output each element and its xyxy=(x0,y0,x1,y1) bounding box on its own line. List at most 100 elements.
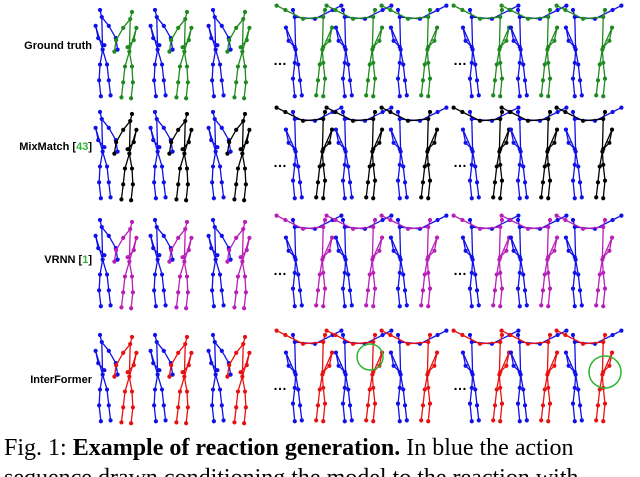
skeleton-bone xyxy=(524,405,528,421)
skeleton-joint xyxy=(463,38,468,43)
skeleton-joint xyxy=(180,255,185,260)
skeleton-joint xyxy=(157,145,162,150)
skeleton-bone xyxy=(106,389,110,406)
skeleton-joint xyxy=(435,109,440,115)
skeleton-joint xyxy=(317,387,322,392)
skeleton-joint xyxy=(546,116,551,122)
skeleton-joint xyxy=(342,162,347,167)
skeleton-joint xyxy=(321,419,326,424)
skeleton-bone xyxy=(407,16,429,20)
skeleton-joint xyxy=(177,166,183,171)
skeleton-joint xyxy=(290,286,296,291)
skeleton-joint xyxy=(234,182,239,187)
skeleton-bone xyxy=(183,261,188,277)
skeleton-joint xyxy=(379,105,384,110)
skeleton-bone xyxy=(404,80,408,96)
skeleton-joint xyxy=(131,248,136,253)
skeleton-joint xyxy=(469,94,474,99)
skeleton-joint xyxy=(157,368,162,373)
skeleton-joint xyxy=(477,118,483,123)
skeleton-joint xyxy=(469,14,474,20)
skeleton-joint xyxy=(521,164,526,169)
skeleton-joint xyxy=(555,217,560,223)
skeleton-joint xyxy=(426,385,431,390)
skeleton-bone xyxy=(156,227,159,260)
skeleton-joint xyxy=(570,7,576,13)
skeleton-joint xyxy=(427,332,433,338)
skeleton-bone xyxy=(108,350,117,364)
skeleton-joint xyxy=(517,254,522,260)
skeleton-joint xyxy=(474,403,480,408)
skeleton-bone xyxy=(108,235,117,249)
skeleton-joint xyxy=(444,328,449,333)
skeleton-joint xyxy=(572,254,577,260)
skeleton-bone xyxy=(154,259,159,275)
skeleton-joint xyxy=(211,196,216,201)
skeleton-bone xyxy=(177,66,181,83)
skeleton-bone xyxy=(471,342,474,375)
skeleton-joint xyxy=(292,339,297,345)
skeleton-joint xyxy=(321,94,326,99)
skeleton-bone xyxy=(211,405,215,422)
skeleton-bone xyxy=(214,17,217,50)
skeleton-bone xyxy=(335,352,340,366)
skeleton-joint xyxy=(219,348,224,353)
skeleton-joint xyxy=(377,248,382,253)
skeleton-joint xyxy=(498,146,503,152)
skeleton-joint xyxy=(317,164,322,169)
ellipsis-mark: … xyxy=(453,377,467,393)
skeleton-joint xyxy=(151,138,156,143)
skeleton-joint xyxy=(221,93,226,98)
skeleton-bone xyxy=(479,341,501,345)
skeleton-joint xyxy=(601,94,606,99)
skeleton-joint xyxy=(405,226,411,231)
skeleton-bone xyxy=(221,182,225,198)
skeleton-bone xyxy=(244,66,247,83)
skeleton-bone xyxy=(177,168,181,185)
skeleton-joint xyxy=(601,44,606,50)
skeleton-joint xyxy=(112,151,117,156)
skeleton-bone xyxy=(542,274,546,291)
skeleton-joint xyxy=(391,363,396,368)
skeleton-joint xyxy=(167,259,172,264)
skeleton-bone xyxy=(186,276,189,293)
skeleton-joint xyxy=(426,419,431,424)
skeleton-joint xyxy=(213,47,218,52)
skeleton-joint xyxy=(554,328,559,333)
skeleton-joint xyxy=(297,403,303,408)
skeleton-joint xyxy=(321,44,326,50)
skeleton-bone xyxy=(233,184,237,200)
skeleton-bone xyxy=(597,166,601,183)
skeleton-joint xyxy=(350,118,356,123)
skeleton-bone xyxy=(302,16,324,20)
skeleton-joint xyxy=(504,140,509,145)
skeleton-joint xyxy=(371,44,376,50)
skeleton-bone xyxy=(399,227,402,260)
skeleton-joint xyxy=(321,146,326,152)
skeleton-joint xyxy=(321,162,326,167)
skeleton-joint xyxy=(127,49,132,54)
skeleton-joint xyxy=(491,93,496,98)
skeleton-bone xyxy=(372,180,376,199)
skeleton-joint xyxy=(217,272,223,277)
skeleton-joint xyxy=(444,105,449,110)
skeleton-joint xyxy=(405,341,411,346)
skeleton-bone xyxy=(157,151,163,167)
skeleton-bone xyxy=(572,387,576,404)
skeleton-joint xyxy=(522,403,528,408)
skeleton-bone xyxy=(321,119,324,152)
skeleton-joint xyxy=(508,25,514,30)
skeleton-bone xyxy=(211,64,214,81)
skeleton-joint xyxy=(426,339,431,345)
skeleton-bone xyxy=(115,129,124,143)
skeleton-joint xyxy=(315,288,321,293)
skeleton-joint xyxy=(474,78,480,83)
skeleton-bone xyxy=(221,80,225,96)
skeleton-joint xyxy=(566,363,571,368)
skeleton-joint xyxy=(176,350,181,355)
skeleton-bone xyxy=(540,405,544,421)
skeleton-joint xyxy=(517,196,522,201)
skeleton-joint xyxy=(498,304,503,309)
skeleton-joint xyxy=(97,7,103,13)
skeleton-bone xyxy=(233,292,237,308)
